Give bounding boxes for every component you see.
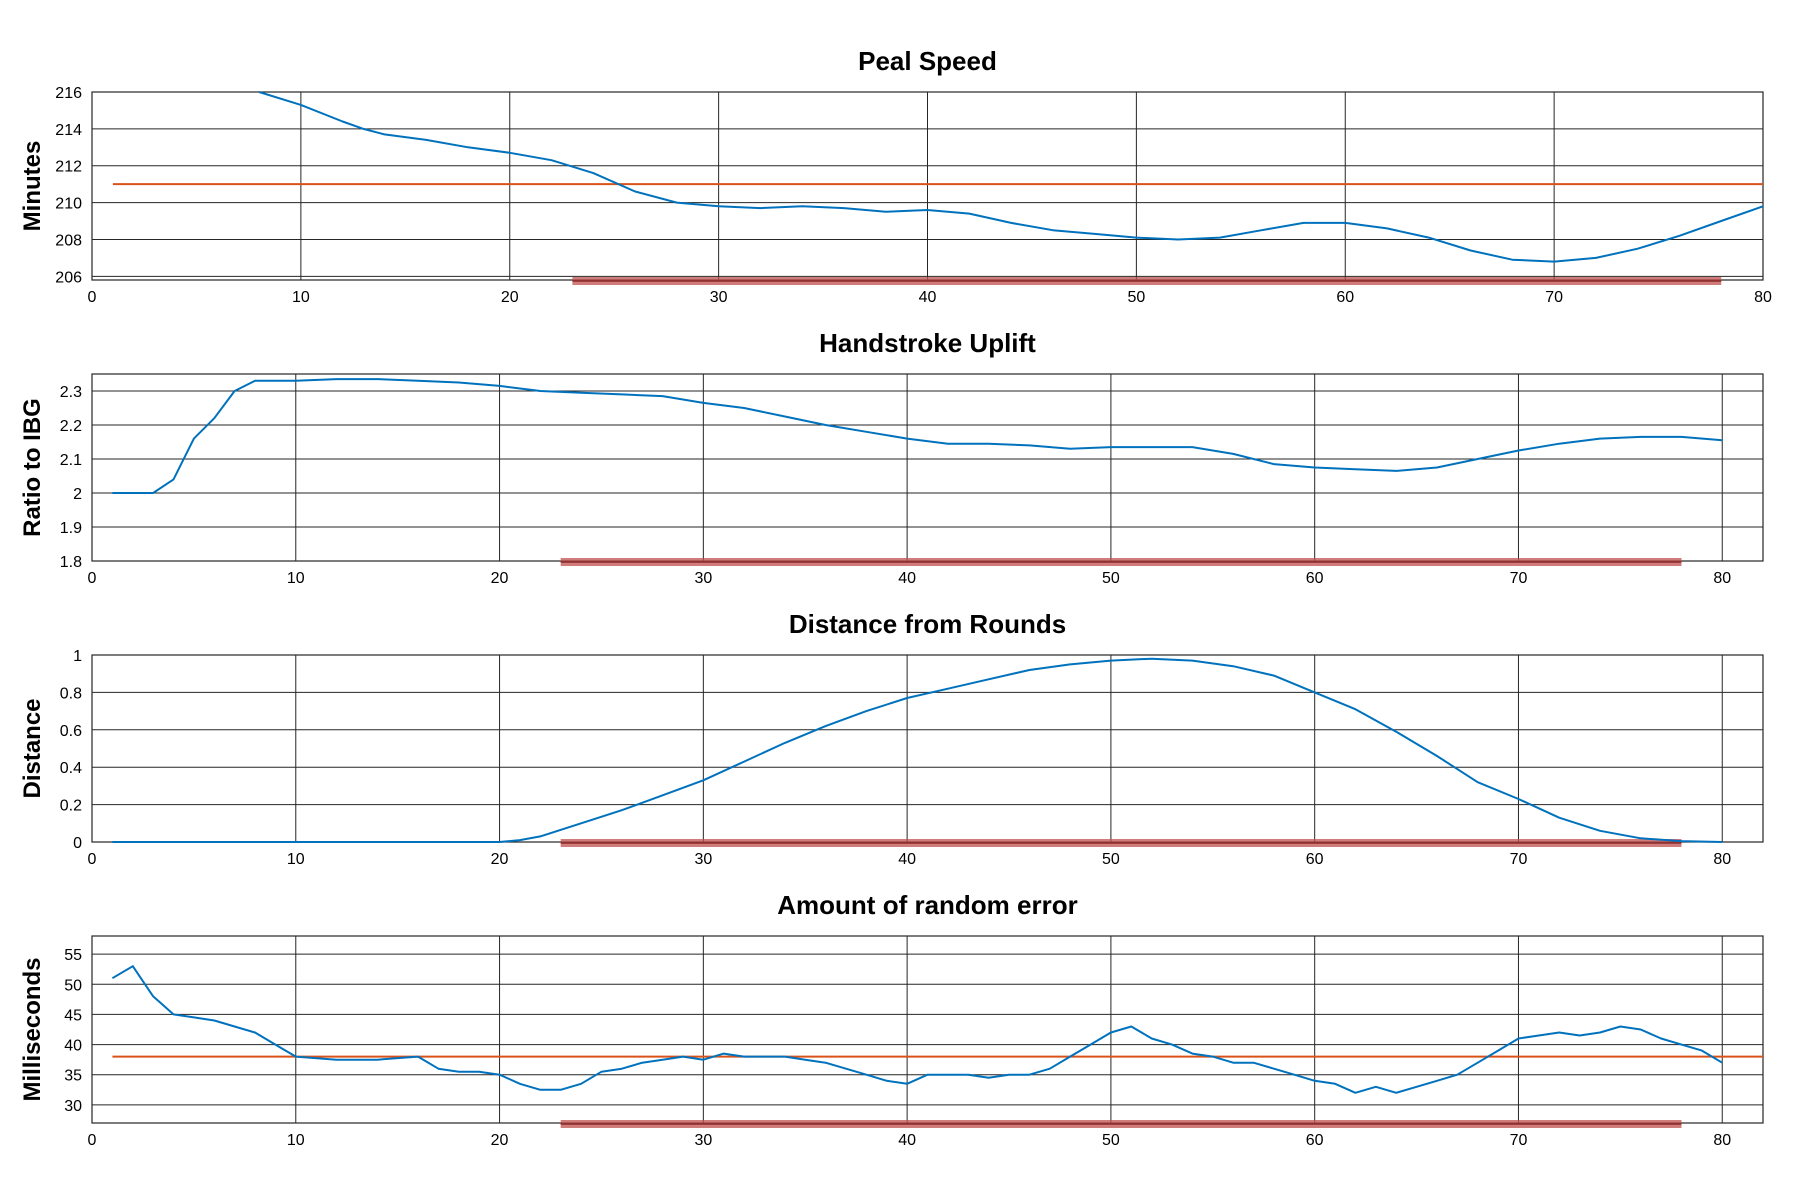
- y-tick-label: 50: [64, 977, 82, 994]
- x-tick-label: 20: [491, 1132, 509, 1149]
- x-tick-label: 50: [1102, 1132, 1120, 1149]
- x-tick-label: 30: [710, 289, 728, 306]
- y-tick-label: 1: [73, 648, 82, 665]
- y-tick-label: 1.8: [60, 554, 82, 571]
- chart-title: Amount of random error: [777, 890, 1077, 920]
- series-line: [112, 657, 1723, 843]
- x-tick-label: 70: [1545, 289, 1563, 306]
- x-tick-label: 40: [898, 1132, 916, 1149]
- y-tick-label: 1.9: [60, 520, 82, 537]
- y-tick-label: 0.6: [60, 723, 82, 740]
- y-axis-label: Minutes: [19, 141, 46, 232]
- x-tick-label: 0: [88, 851, 97, 868]
- y-tick-label: 216: [55, 85, 82, 102]
- y-tick-label: 2.1: [60, 452, 82, 469]
- y-tick-label: 2: [73, 486, 82, 503]
- chart-peal-speed: Peal Speed Minutes 0 10 20 30 40 50 60 70 80 206 208…: [19, 46, 1772, 306]
- y-tick-label: 0.8: [60, 685, 82, 702]
- y-tick-label: 212: [55, 159, 82, 176]
- x-tick-label: 40: [898, 570, 916, 587]
- y-tick-label: 210: [55, 196, 82, 213]
- x-tick-label: 10: [287, 570, 305, 587]
- y-tick-label: 2.3: [60, 384, 82, 401]
- y-tick-label: 214: [55, 122, 82, 139]
- y-tick-label: 55: [64, 947, 82, 964]
- x-tick-label: 50: [1127, 289, 1145, 306]
- x-tick-label: 20: [491, 570, 509, 587]
- x-tick-label: 70: [1510, 570, 1528, 587]
- x-tick-label: 0: [88, 289, 97, 306]
- y-tick-label: 40: [64, 1038, 82, 1055]
- series-line: [111, 965, 1723, 1094]
- y-tick-label: 35: [64, 1068, 82, 1085]
- x-tick-label: 60: [1306, 851, 1324, 868]
- x-tick-label: 30: [694, 1132, 712, 1149]
- chart-random-error: Amount of random error Milliseconds 0 10 20 3…: [19, 890, 1764, 1149]
- x-tick-label: 80: [1713, 1132, 1731, 1149]
- x-tick-label: 20: [501, 289, 519, 306]
- x-tick-label: 60: [1306, 1132, 1324, 1149]
- x-tick-label: 10: [287, 851, 305, 868]
- x-tick-label: 0: [88, 570, 97, 587]
- y-tick-label: 0.4: [60, 760, 82, 777]
- x-tick-label: 60: [1336, 289, 1354, 306]
- x-tick-label: 20: [491, 851, 509, 868]
- y-axis-label: Distance: [19, 698, 46, 798]
- x-tick-label: 10: [287, 1132, 305, 1149]
- y-tick-label: 0: [73, 835, 82, 852]
- x-tick-label: 30: [694, 851, 712, 868]
- chart-title: Peal Speed: [858, 46, 997, 76]
- x-tick-label: 80: [1713, 851, 1731, 868]
- x-tick-label: 30: [694, 570, 712, 587]
- plot-frame: [91, 935, 1764, 1124]
- y-tick-label: 206: [55, 269, 82, 286]
- plot-frame: [91, 373, 1764, 562]
- y-axis-label: Milliseconds: [19, 957, 46, 1101]
- x-tick-label: 60: [1306, 570, 1324, 587]
- chart-handstroke-uplift: Handstroke Uplift Ratio to IBG 0 10 20 30 40 50…: [19, 328, 1764, 587]
- x-tick-label: 80: [1713, 570, 1731, 587]
- series-line: [112, 378, 1723, 494]
- y-axis-label: Ratio to IBG: [19, 398, 46, 537]
- y-tick-label: 2.2: [60, 418, 82, 435]
- x-tick-label: 50: [1102, 570, 1120, 587]
- x-tick-label: 10: [292, 289, 310, 306]
- x-tick-label: 40: [919, 289, 937, 306]
- y-tick-label: 208: [55, 232, 82, 249]
- y-tick-label: 45: [64, 1007, 82, 1024]
- x-tick-label: 70: [1510, 1132, 1528, 1149]
- chart-title: Distance from Rounds: [789, 609, 1066, 639]
- series-line: [258, 91, 1764, 263]
- y-tick-label: 30: [64, 1098, 82, 1115]
- plot-frame: [91, 654, 1764, 843]
- x-tick-label: 50: [1102, 851, 1120, 868]
- y-tick-label: 0.2: [60, 798, 82, 815]
- x-tick-label: 0: [88, 1132, 97, 1149]
- x-tick-label: 40: [898, 851, 916, 868]
- x-tick-label: 80: [1754, 289, 1772, 306]
- chart-title: Handstroke Uplift: [819, 328, 1036, 358]
- x-tick-label: 70: [1510, 851, 1528, 868]
